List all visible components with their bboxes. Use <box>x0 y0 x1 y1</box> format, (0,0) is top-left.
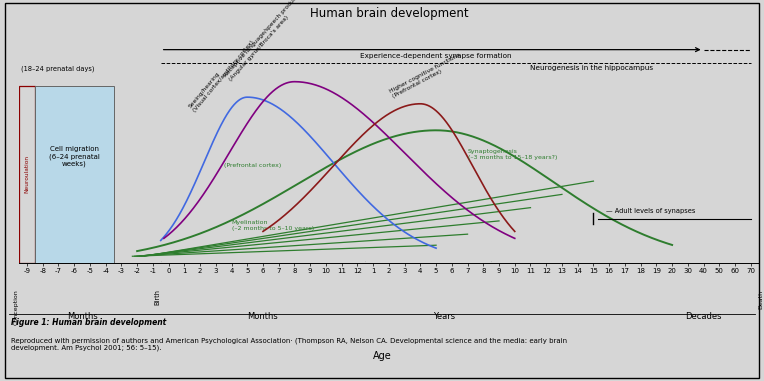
Text: Experience-dependent synapse formation: Experience-dependent synapse formation <box>361 53 512 59</box>
Text: Myelination
(–2 months to 5–10 years): Myelination (–2 months to 5–10 years) <box>231 220 314 231</box>
Bar <box>35 86 114 263</box>
Bar <box>19 86 35 263</box>
Text: Reproduced with permission of authors and American Psychological Association· (T: Reproduced with permission of authors an… <box>11 337 568 351</box>
Text: Neuroulation: Neuroulation <box>24 155 30 194</box>
Text: Cell migration
(6–24 prenatal
weeks): Cell migration (6–24 prenatal weeks) <box>49 146 99 167</box>
Text: Age: Age <box>373 351 391 361</box>
Text: Death: Death <box>759 290 764 309</box>
Text: Months: Months <box>66 312 98 320</box>
Text: Months: Months <box>248 312 278 320</box>
Text: Higher cognitive functions
(Prefrontal cortex): Higher cognitive functions (Prefrontal c… <box>389 53 465 99</box>
Text: Neurogenesis in the hippocampus: Neurogenesis in the hippocampus <box>530 65 654 71</box>
Text: Receptive language/speech production
(Angular gyrus/Broca's area): Receptive language/speech production (An… <box>224 0 310 82</box>
Text: Decades: Decades <box>685 312 722 320</box>
Text: Seeing/hearing
(Visual cortex/auditory cortex): Seeing/hearing (Visual cortex/auditory c… <box>187 35 255 113</box>
Text: Conception: Conception <box>14 290 19 325</box>
Text: (Prefrontal cortex): (Prefrontal cortex) <box>224 163 281 168</box>
Text: — Adult levels of synapses: — Adult levels of synapses <box>606 208 695 214</box>
Text: Birth: Birth <box>155 290 160 306</box>
Text: Figure 1: Human brain development: Figure 1: Human brain development <box>11 318 167 327</box>
Text: (18–24 prenatal days): (18–24 prenatal days) <box>21 65 94 72</box>
Text: Human brain development: Human brain development <box>309 7 468 20</box>
Text: Years: Years <box>433 312 455 320</box>
Text: Synaptogenesis
(–3 months to 15–18 years?): Synaptogenesis (–3 months to 15–18 years… <box>468 149 557 160</box>
